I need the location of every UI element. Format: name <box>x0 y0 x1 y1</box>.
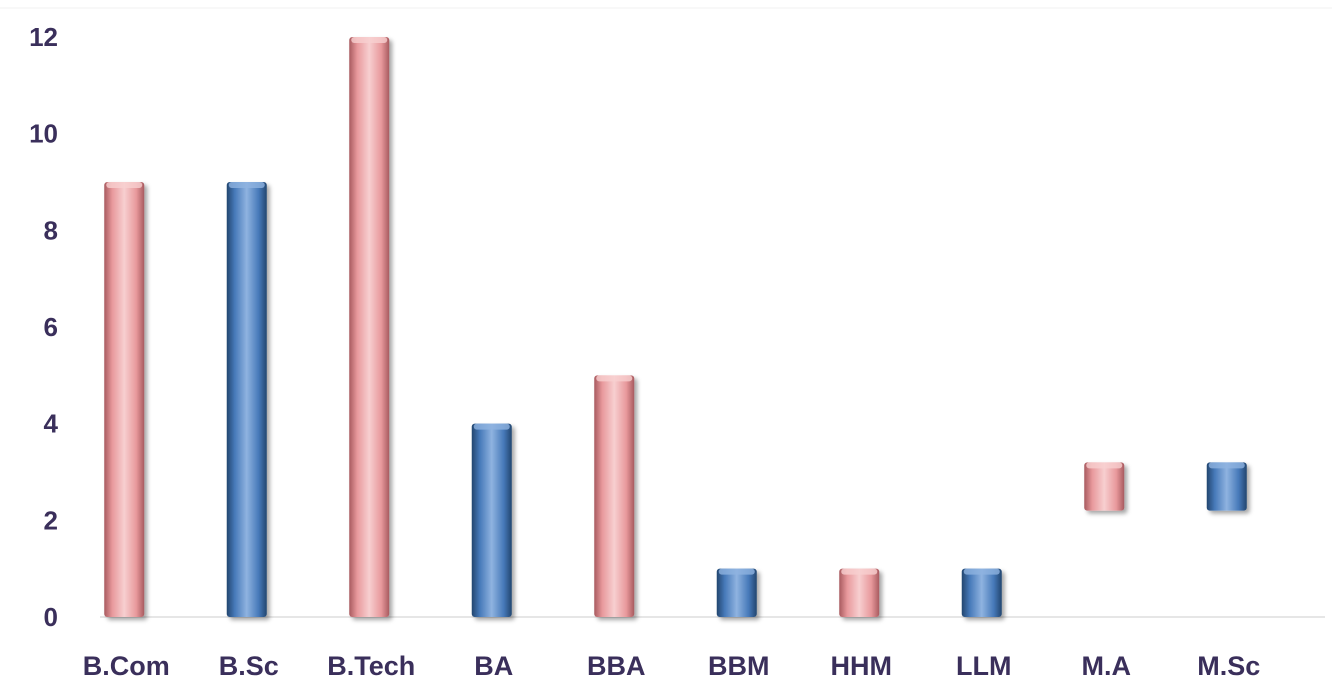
bar-bbm <box>716 568 757 617</box>
bar-cap-highlight <box>228 182 265 188</box>
bar-cap-highlight <box>841 568 878 575</box>
x-tick-label: BBM <box>708 651 770 680</box>
bar-cap-highlight <box>1208 462 1245 469</box>
x-tick-label: B.Com <box>83 651 170 680</box>
bar-body <box>349 37 390 617</box>
x-tick-label: HHM <box>831 651 893 680</box>
y-tick-label: 8 <box>44 215 58 245</box>
bar-body <box>1206 462 1247 511</box>
label-layer: 0 2 4 6 8 10 12 B.Com B.Sc B.Tech BA BBA BBM HHM LLM M.… <box>29 22 1260 680</box>
bar-cap-highlight <box>718 568 755 575</box>
bar-body <box>1084 462 1125 511</box>
bar-bcom <box>104 182 145 617</box>
x-tick-label: LLM <box>956 651 1011 680</box>
bar-body <box>104 182 145 617</box>
bar-msc <box>1206 462 1247 511</box>
x-tick-label: B.Tech <box>327 651 415 680</box>
bar-body <box>961 568 1002 617</box>
bar-ba <box>471 423 512 617</box>
bar-bsc <box>226 182 267 617</box>
x-tick-label: BBA <box>587 651 646 680</box>
bar-body <box>716 568 757 617</box>
bar-cap-highlight <box>963 568 1000 575</box>
bar-body <box>594 375 635 617</box>
bar-btech <box>349 37 390 617</box>
x-tick-label: B.Sc <box>219 651 279 680</box>
bar-body <box>839 568 880 617</box>
y-tick-label: 12 <box>29 22 58 52</box>
y-tick-label: 2 <box>44 505 58 535</box>
y-tick-label: 4 <box>44 409 59 439</box>
x-tick-label: BA <box>474 651 513 680</box>
x-tick-label: M.A <box>1082 651 1132 680</box>
bar-cap-highlight <box>1086 462 1123 469</box>
bar-layer <box>104 37 1247 617</box>
bar-body <box>471 423 512 617</box>
bar-cap-highlight <box>351 37 388 43</box>
bar-body <box>226 182 267 617</box>
bar-llm <box>961 568 1002 617</box>
bar-cap-highlight <box>596 375 633 382</box>
x-tick-label: M.Sc <box>1197 651 1260 680</box>
bar-cap-highlight <box>473 423 510 430</box>
y-tick-label: 0 <box>44 602 58 632</box>
y-tick-label: 6 <box>44 312 58 342</box>
bar-bba <box>594 375 635 617</box>
bar-cap-highlight <box>106 182 143 188</box>
y-tick-label: 10 <box>29 119 58 149</box>
bar-ma <box>1084 462 1125 511</box>
axis-layer <box>0 7 1332 618</box>
bar-hhm <box>839 568 880 617</box>
